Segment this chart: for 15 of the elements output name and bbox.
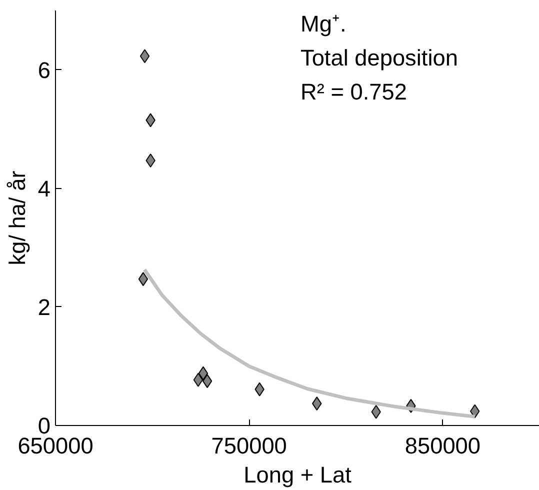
point (202, 374, 212, 388)
y-tick-label: 2 (38, 294, 51, 320)
point (138, 272, 148, 286)
annotation: Total deposition (300, 44, 458, 70)
y-tick-label: 6 (38, 56, 51, 83)
point (193, 372, 204, 387)
point (198, 366, 208, 380)
annotation: R² = 0.752 (300, 78, 407, 104)
point (140, 49, 150, 64)
y-tick-label: 4 (38, 175, 51, 202)
annotation: Mg⁺. (300, 10, 346, 36)
x-tick-label: 850000 (404, 432, 481, 458)
x-tick-label: 750000 (211, 432, 287, 458)
y-axis-title: kg/ ha/ år (4, 170, 30, 266)
x-axis-title: Long + Lat (244, 462, 352, 488)
